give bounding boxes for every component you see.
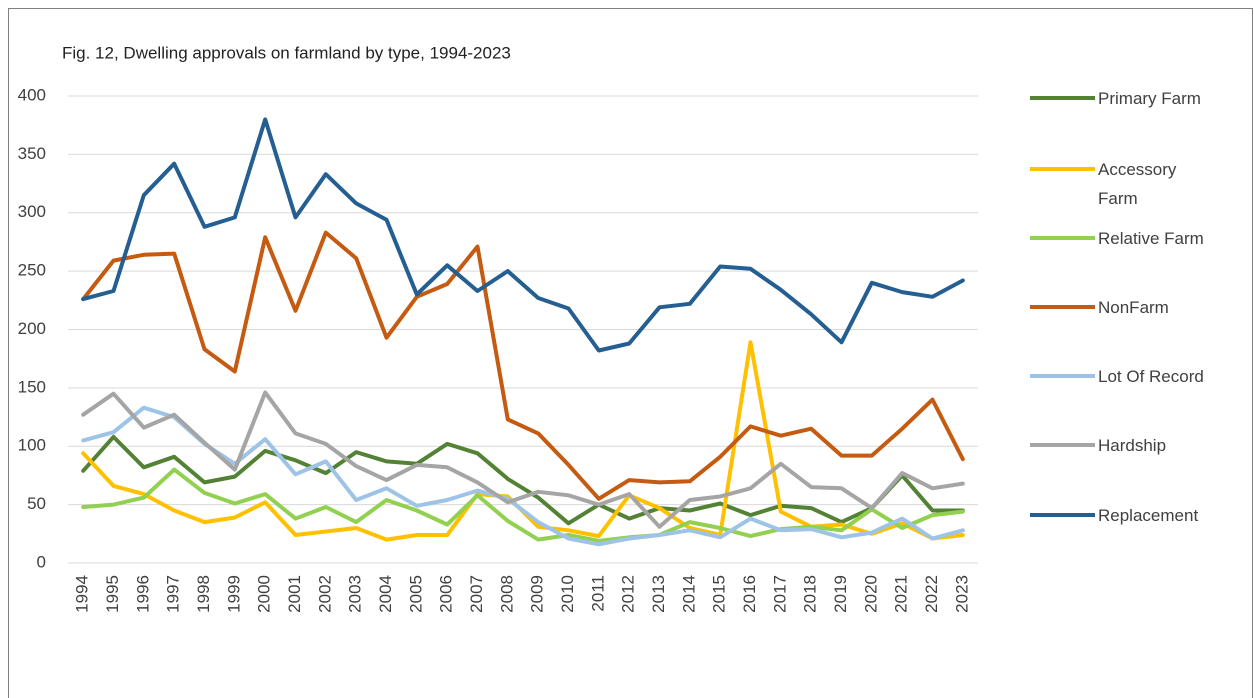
x-tick-label: 2017 bbox=[770, 575, 789, 613]
legend-label: Replacement bbox=[1098, 506, 1199, 525]
y-tick-label: 50 bbox=[27, 494, 46, 513]
x-tick-label: 2002 bbox=[315, 575, 334, 613]
x-tick-label: 2016 bbox=[740, 575, 759, 613]
x-tick-label: 2000 bbox=[255, 575, 274, 613]
x-tick-label: 2021 bbox=[892, 575, 911, 613]
x-tick-label: 2008 bbox=[497, 575, 516, 613]
series-line bbox=[81, 230, 965, 501]
legend-label: Hardship bbox=[1098, 436, 1167, 455]
x-tick-label: 2003 bbox=[346, 575, 365, 613]
legend-label: Relative Farm bbox=[1098, 229, 1204, 248]
x-tick-label: 1999 bbox=[224, 575, 243, 613]
x-tick-label: 2001 bbox=[285, 575, 304, 613]
chart-title: Fig. 12, Dwelling approvals on farmland … bbox=[62, 43, 511, 62]
x-tick-label: 2015 bbox=[710, 575, 729, 613]
legend-label: Lot Of Record bbox=[1098, 367, 1204, 386]
x-tick-label: 1996 bbox=[133, 575, 152, 613]
x-tick-label: 1997 bbox=[164, 575, 183, 613]
x-tick-label: 2005 bbox=[406, 575, 425, 613]
series-line bbox=[81, 390, 965, 529]
x-tick-label: 2020 bbox=[861, 575, 880, 613]
y-tick-label: 0 bbox=[37, 552, 46, 571]
x-tick-label: 2006 bbox=[437, 575, 456, 613]
x-tick-label: 2013 bbox=[649, 575, 668, 613]
y-tick-label: 200 bbox=[18, 319, 46, 338]
legend-label: NonFarm bbox=[1098, 298, 1169, 317]
x-tick-label: 2012 bbox=[619, 575, 638, 613]
y-tick-label: 400 bbox=[18, 85, 46, 104]
x-tick-label: 2023 bbox=[952, 575, 971, 613]
series-line bbox=[81, 434, 965, 526]
series-line bbox=[81, 117, 965, 353]
x-tick-label: 2009 bbox=[528, 575, 547, 613]
y-tick-label: 350 bbox=[18, 144, 46, 163]
x-tick-label: 2022 bbox=[922, 575, 941, 613]
y-tick-label: 300 bbox=[18, 202, 46, 221]
legend-label: Accessory Farm bbox=[1098, 160, 1177, 208]
y-tick-label: 150 bbox=[18, 377, 46, 396]
x-tick-label: 1998 bbox=[194, 575, 213, 613]
x-tick-label: 2007 bbox=[467, 575, 486, 613]
x-tick-label: 2010 bbox=[558, 575, 577, 613]
y-tick-label: 100 bbox=[18, 436, 46, 455]
x-tick-label: 2018 bbox=[801, 575, 820, 613]
x-tick-label: 2004 bbox=[376, 575, 395, 613]
x-tick-label: 1994 bbox=[73, 575, 92, 613]
x-tick-label: 2019 bbox=[831, 575, 850, 613]
legend-label: Primary Farm bbox=[1098, 89, 1201, 108]
y-tick-label: 250 bbox=[18, 261, 46, 280]
x-tick-label: 2014 bbox=[679, 575, 698, 613]
series-line bbox=[81, 405, 965, 547]
series-line bbox=[81, 467, 965, 543]
chart-border bbox=[8, 8, 1253, 698]
x-tick-label: 1995 bbox=[103, 575, 122, 613]
x-tick-label: 2011 bbox=[588, 575, 607, 612]
